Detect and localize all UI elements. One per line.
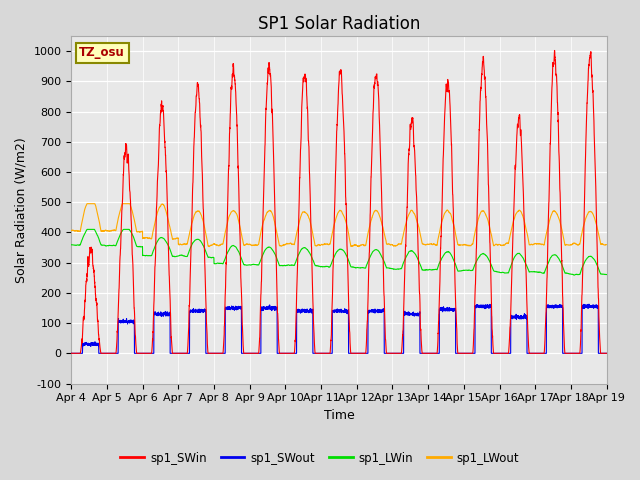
Y-axis label: Solar Radiation (W/m2): Solar Radiation (W/m2) (15, 137, 28, 283)
Title: SP1 Solar Radiation: SP1 Solar Radiation (258, 15, 420, 33)
Text: TZ_osu: TZ_osu (79, 47, 125, 60)
X-axis label: Time: Time (324, 409, 355, 422)
Legend: sp1_SWin, sp1_SWout, sp1_LWin, sp1_LWout: sp1_SWin, sp1_SWout, sp1_LWin, sp1_LWout (116, 447, 524, 469)
